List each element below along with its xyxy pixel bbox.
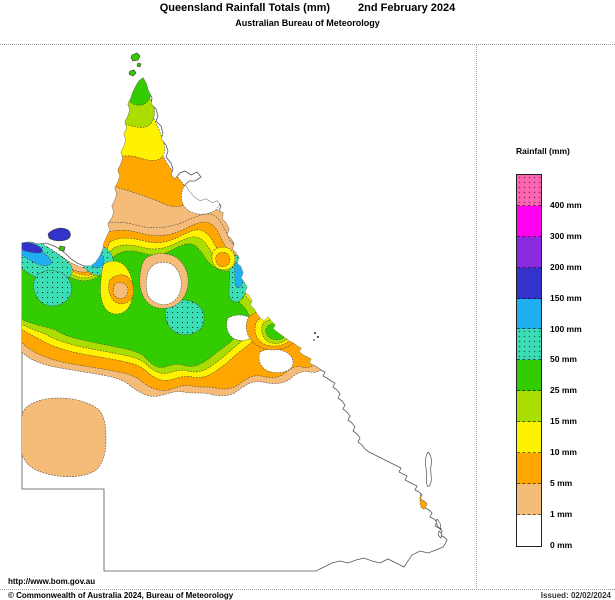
legend-label-5-mm: 5 mm: [550, 478, 573, 488]
island-fraser: [425, 451, 432, 487]
legend-label-200-mm: 200 mm: [550, 261, 582, 272]
legend-swatch-yellow: [517, 422, 541, 454]
rain-teal-patch-c: [165, 299, 205, 336]
legend-swatch-orange: [517, 453, 541, 484]
island-moreton: [435, 518, 442, 530]
rain-southwest-tan-blob: [22, 397, 107, 478]
legend-label-100-mm: 100 mm: [550, 323, 582, 334]
rain-mackay-green: [265, 322, 287, 341]
legend-divider: [476, 44, 477, 590]
island-whitsunday-2: [317, 336, 319, 338]
rain-blue-gulf-strip: [22, 242, 43, 254]
legend-label-10-mm: 10 mm: [550, 447, 577, 458]
footer-issued: Issued: 02/02/2024: [540, 591, 611, 600]
legend-swatch-teal: [517, 329, 541, 361]
page-date: 2nd February 2024: [358, 2, 456, 14]
page-title: Queensland Rainfall Totals (mm): [159, 2, 331, 14]
legend-swatch-green: [517, 360, 541, 392]
legend-swatch-yellowgreen: [517, 391, 541, 423]
legend-label-1-mm: 1 mm: [550, 508, 573, 519]
legend-swatch-magenta: [517, 205, 541, 237]
dry-hole-coastal-2: [258, 348, 294, 373]
rain-secoast-orange-spot: [419, 492, 431, 510]
island-stradbroke: [437, 530, 443, 539]
island-whitsunday-1: [314, 332, 316, 334]
bottom-divider: [0, 589, 615, 590]
dry-hole-central: [145, 261, 182, 305]
queensland-rainfall-map: [21, 52, 448, 572]
legend-label-300-mm: 300 mm: [550, 230, 582, 241]
legend-swatches: [516, 174, 542, 547]
island-whitsunday-3: [313, 339, 315, 341]
legend-swatch-cyan: [517, 298, 541, 330]
legend-swatch-pink: [517, 175, 541, 206]
footer-url: http://www.bom.gov.au: [8, 577, 96, 586]
legend-swatch-tan: [517, 483, 541, 515]
legend-swatch-purple: [517, 236, 541, 268]
legend-swatch-white: [517, 514, 541, 546]
island-gulf-small-green: [58, 245, 66, 252]
legend-label-50-mm: 50 mm: [550, 354, 577, 365]
legend-label-15-mm: 15 mm: [550, 416, 577, 427]
legend-swatch-blue: [517, 267, 541, 299]
legend-title: Rainfall (mm): [516, 146, 570, 156]
top-divider: [0, 44, 615, 45]
island-torres-3: [128, 69, 137, 77]
rain-tan-oval-core: [112, 282, 129, 299]
legend-label-150-mm: 150 mm: [550, 292, 582, 303]
rain-cairns-orange-spot: [215, 251, 231, 268]
dry-hole-northeast: [181, 181, 221, 215]
island-torres-1: [130, 52, 141, 62]
legend-label-0-mm: 0 mm: [550, 539, 573, 550]
page-subtitle: Australian Bureau of Meteorology: [235, 18, 380, 28]
rain-teal-patch-b: [33, 270, 72, 307]
rain-cyan-cairns: [234, 262, 244, 288]
legend-label-25-mm: 25 mm: [550, 385, 577, 396]
footer-copyright: © Commonwealth of Australia 2024, Bureau…: [8, 591, 234, 600]
legend-label-400-mm: 400 mm: [550, 199, 582, 210]
island-torres-2: [136, 62, 142, 68]
island-mornington-blue: [47, 227, 71, 242]
